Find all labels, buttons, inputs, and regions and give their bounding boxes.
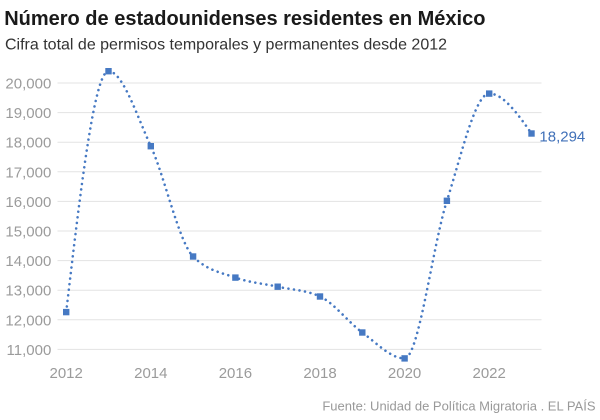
svg-text:2020: 2020 — [388, 365, 421, 382]
svg-text:Fuente: Unidad de Política Mig: Fuente: Unidad de Política Migratoria . … — [322, 398, 595, 413]
svg-text:19,000: 19,000 — [5, 105, 51, 122]
svg-text:11,000: 11,000 — [7, 342, 52, 359]
svg-text:17,000: 17,000 — [5, 164, 51, 181]
svg-text:12,000: 12,000 — [5, 312, 51, 329]
svg-text:2014: 2014 — [134, 365, 167, 382]
svg-text:13,000: 13,000 — [5, 283, 51, 300]
svg-text:2016: 2016 — [219, 365, 252, 382]
svg-text:18,294: 18,294 — [539, 128, 585, 145]
svg-text:20,000: 20,000 — [5, 76, 51, 93]
svg-text:Cifra total de permisos tempor: Cifra total de permisos temporales y per… — [5, 37, 447, 54]
svg-text:14,000: 14,000 — [5, 253, 51, 270]
svg-text:2018: 2018 — [303, 365, 336, 382]
svg-text:Número de estadounidenses resi: Número de estadounidenses residentes en … — [4, 8, 485, 30]
svg-text:15,000: 15,000 — [5, 224, 51, 241]
svg-text:2022: 2022 — [473, 365, 506, 382]
svg-text:16,000: 16,000 — [5, 194, 51, 211]
svg-text:2012: 2012 — [50, 365, 83, 382]
svg-text:18,000: 18,000 — [5, 135, 51, 152]
